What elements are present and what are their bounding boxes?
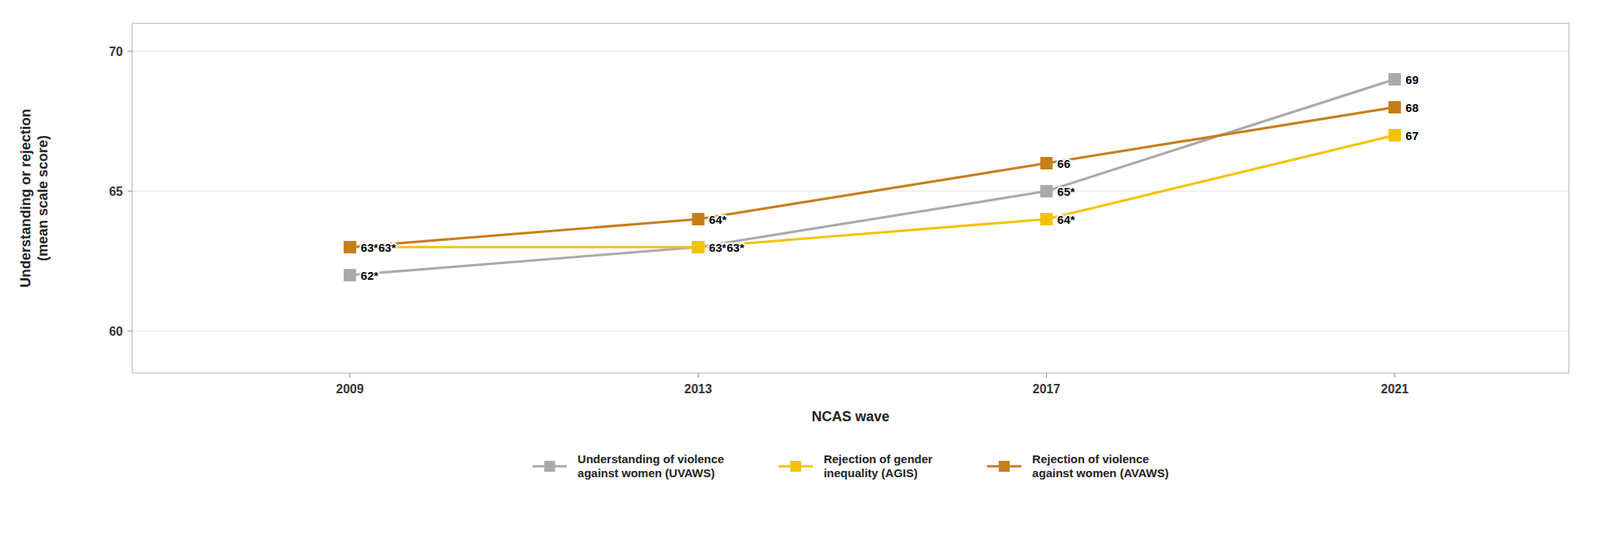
legend-item: Understanding of violenceagainst women (… bbox=[532, 452, 725, 480]
legend-label: Rejection of genderinequality (AGIS) bbox=[823, 452, 933, 480]
y-tick bbox=[127, 331, 133, 333]
data-label: 66 bbox=[1057, 157, 1071, 171]
y-axis-label-line: Understanding or rejection bbox=[17, 108, 34, 288]
y-tick bbox=[127, 51, 133, 53]
y-tick-label: 70 bbox=[108, 45, 123, 59]
data-label: 64* bbox=[709, 213, 728, 227]
x-axis-label: NCAS wave bbox=[811, 409, 890, 425]
data-label: 68 bbox=[1405, 101, 1419, 115]
data-label: 63* bbox=[726, 241, 745, 255]
point-marker bbox=[692, 241, 705, 254]
data-label: 63* bbox=[378, 241, 397, 255]
x-tick-label: 2021 bbox=[1380, 382, 1409, 396]
legend-marker bbox=[790, 461, 802, 473]
series bbox=[343, 101, 1401, 254]
legend-label-line: against women (UVAWS) bbox=[577, 466, 715, 480]
legend-item: Rejection of genderinequality (AGIS) bbox=[778, 452, 933, 480]
series-line bbox=[350, 107, 1395, 248]
background bbox=[0, 0, 1600, 558]
legend-label-line: inequality (AGIS) bbox=[823, 466, 918, 480]
x-tick bbox=[697, 373, 699, 379]
point-marker bbox=[692, 241, 705, 254]
data-label: 64* bbox=[1057, 213, 1075, 227]
data-label: 67 bbox=[1405, 129, 1419, 143]
x-tick-label: 2017 bbox=[1032, 382, 1061, 396]
y-tick bbox=[127, 191, 133, 193]
point-marker bbox=[343, 241, 357, 254]
point-marker bbox=[343, 241, 357, 254]
grid-line bbox=[132, 331, 1569, 333]
data-label: 63* bbox=[360, 241, 379, 255]
point-marker bbox=[692, 213, 705, 226]
y-axis: 60 65 70 bbox=[108, 45, 133, 339]
point-marker bbox=[1388, 129, 1401, 142]
legend: Understanding of violenceagainst women (… bbox=[532, 452, 1170, 480]
legend-label-line: Rejection of violence bbox=[1032, 452, 1149, 466]
grid-line bbox=[132, 51, 1569, 53]
legend-item: Rejection of violenceagainst women (AVAW… bbox=[987, 452, 1169, 480]
series bbox=[343, 73, 1401, 282]
legend-label-line: against women (AVAWS) bbox=[1032, 466, 1169, 480]
x-tick-label: 2013 bbox=[684, 382, 713, 396]
point-marker bbox=[1039, 185, 1053, 198]
point-marker bbox=[1039, 157, 1053, 170]
point-marker bbox=[1388, 101, 1401, 114]
data-label: 63* bbox=[709, 241, 728, 255]
data-label: 62* bbox=[360, 269, 379, 283]
x-tick-label: 2009 bbox=[336, 382, 365, 396]
grid-line bbox=[132, 191, 1569, 193]
data-label: 65* bbox=[1057, 185, 1075, 199]
x-axis: 2009 2013 2017 2021 bbox=[336, 373, 1409, 396]
y-tick-label: 60 bbox=[108, 325, 123, 339]
chart: 60 65 70 2009 2013 2017 2021 NCAS wave Understan… bbox=[0, 0, 1600, 558]
legend-marker bbox=[544, 461, 556, 473]
data-label: 69 bbox=[1405, 73, 1419, 87]
marks bbox=[343, 73, 1401, 282]
legend-label: Rejection of violenceagainst women (AVAW… bbox=[1032, 452, 1169, 480]
grid bbox=[132, 51, 1569, 332]
legend-label: Understanding of violenceagainst women (… bbox=[577, 452, 725, 480]
legend-label-line: Rejection of gender bbox=[823, 452, 933, 466]
series-line bbox=[350, 79, 1395, 276]
point-marker bbox=[1388, 73, 1401, 86]
plot-frame bbox=[132, 23, 1569, 374]
y-tick-label: 65 bbox=[108, 185, 123, 199]
point-marker bbox=[1039, 213, 1053, 226]
x-tick bbox=[1046, 373, 1047, 379]
data-labels: 62*63*63*63*63*64*65*64*66696768 bbox=[360, 73, 1419, 283]
y-axis-label: Understanding or rejection(mean scale sc… bbox=[17, 108, 51, 288]
legend-label-line: Understanding of violence bbox=[577, 452, 725, 466]
point-marker bbox=[343, 269, 357, 282]
legend-marker bbox=[998, 461, 1010, 473]
y-axis-label-line: (mean scale score) bbox=[35, 135, 51, 262]
x-tick bbox=[349, 373, 351, 379]
x-tick bbox=[1394, 373, 1396, 379]
